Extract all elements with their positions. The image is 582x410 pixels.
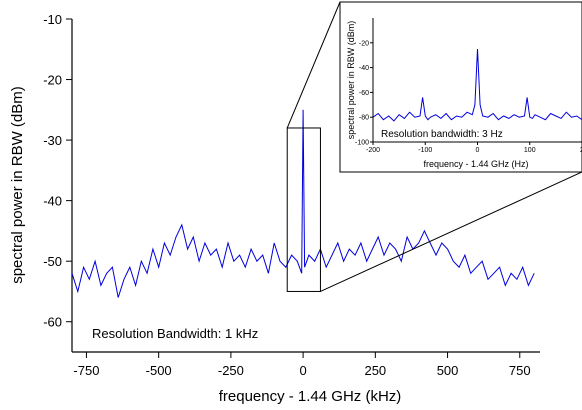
main-y-tick-label: -50 [43,254,62,269]
inset-y-tick-label: -40 [359,65,369,72]
zoom-connector-line-bottom [320,171,582,292]
main-series-line [71,109,535,298]
inset-y-tick-label: -20 [359,40,369,47]
main-annotation: Resolution Bandwidth: 1 kHz [92,326,258,341]
main-y-tick-label: -30 [43,133,62,148]
main-x-tick-label: -750 [73,363,99,378]
inset-x-tick-label: -200 [366,147,380,154]
inset-frame [339,1,582,173]
inset-x-tick-label: 0 [476,147,480,154]
inset-series-line [372,48,582,122]
inset-x-tick-label: 2 [580,147,582,154]
main-x-tick-label: -500 [146,363,172,378]
main-x-tick-label: 500 [437,363,459,378]
inset-x-axis-title: frequency - 1.44 GHz (Hz) [423,159,528,169]
zoom-highlight-box [286,127,321,292]
inset-annotation: Resolution bandwidth: 3 Hz [381,129,503,140]
main-x-tick-label: 750 [509,363,531,378]
main-y-tick-label: -20 [43,73,62,88]
inset-y-axis-title: spectral power in RBW (dBm) [346,21,356,140]
main-x-tick-label: -250 [218,363,244,378]
main-ticks: -750 -500 -250 0 250 500 750 -10 -20 -30 -40 -50 -60 [43,12,530,378]
zoom-connector-line-top [286,1,341,129]
main-x-axis-title: frequency - 1.44 GHz (kHz) [219,388,402,405]
inset-y-tick-label: -100 [355,140,369,147]
main-y-tick-label: -60 [43,315,62,330]
inset-x-tick-label: 100 [524,147,536,154]
inset-y-tick-label: -80 [359,115,369,122]
inset-ticks: -200-10001002-20-40-60-80-100 [355,40,582,154]
main-y-axis-title: spectral power in RBW (dBm) [9,86,26,284]
inset-y-tick-label: -60 [359,90,369,97]
main-y-tick-label: -40 [43,194,62,209]
main-x-tick-label: 250 [364,363,386,378]
inset-x-tick-label: -100 [418,147,432,154]
main-y-tick-label: -10 [43,12,62,27]
main-x-tick-label: 0 [299,363,306,378]
